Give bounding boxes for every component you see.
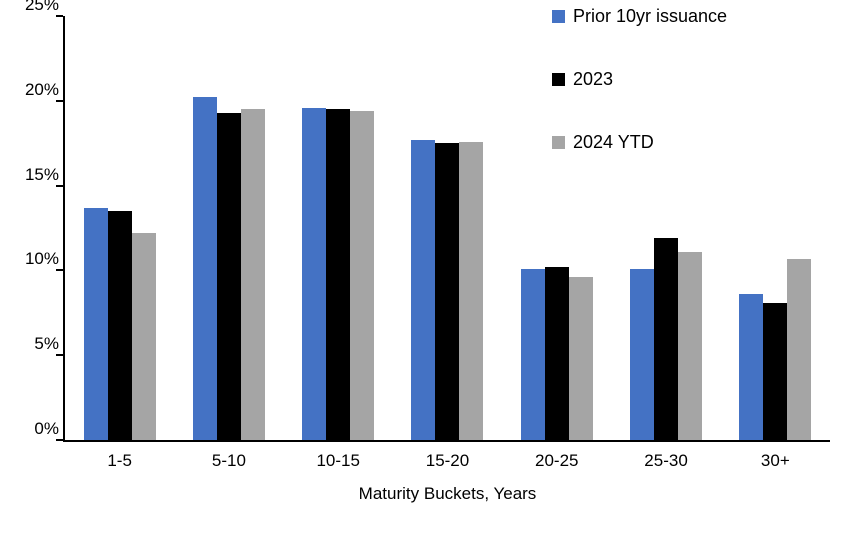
- y-tick-label: 20%: [24, 79, 59, 99]
- legend-item-2023: 2023: [552, 69, 727, 90]
- bar-group-15-20: [393, 16, 502, 440]
- bar-2023-10-15: [326, 109, 351, 440]
- x-label-1-5: 1-5: [107, 451, 132, 470]
- x-axis-title: Maturity Buckets, Years: [358, 484, 537, 503]
- legend-label: 2023: [573, 69, 614, 89]
- bars-container: [65, 16, 830, 440]
- y-tick-label: 5%: [34, 334, 59, 354]
- bar-group-30+: [721, 16, 830, 440]
- bar-prior-10yr-issuance-1-5: [83, 207, 108, 440]
- bar-2024-ytd-25-30: [678, 251, 703, 440]
- bar-2023-30+: [763, 302, 788, 440]
- bar-prior-10yr-issuance-5-10: [192, 97, 217, 440]
- chart-legend: Prior 10yr issuance 2023 2024 YTD: [552, 6, 727, 153]
- bar-2024-ytd-1-5: [131, 233, 156, 440]
- legend-swatch-icon: [552, 10, 565, 23]
- legend-item-2024-ytd: 2024 YTD: [552, 132, 727, 153]
- y-tick-mark: [56, 184, 63, 187]
- x-label-5-10: 5-10: [211, 451, 246, 470]
- x-axis-line: [63, 440, 830, 442]
- bar-group-10-15: [284, 16, 393, 440]
- bar-2024-ytd-15-20: [459, 141, 484, 440]
- bar-prior-10yr-issuance-15-20: [411, 139, 436, 440]
- y-tick-label: 15%: [24, 164, 59, 184]
- bar-group-20-25: [502, 16, 611, 440]
- bar-prior-10yr-issuance-25-30: [630, 268, 655, 440]
- bar-2023-15-20: [435, 143, 460, 440]
- x-label-10-15: 10-15: [316, 451, 360, 470]
- y-tick-label: 10%: [24, 249, 59, 269]
- y-tick-mark: [56, 439, 63, 441]
- plot-area: 0% 5% 10% 15% 20% 25%: [25, 0, 830, 442]
- bar-2023-1-5: [107, 211, 132, 440]
- legend-item-prior-10yr-issuance: Prior 10yr issuance: [552, 6, 727, 27]
- bar-2024-ytd-10-15: [350, 110, 375, 440]
- x-label-30+: 30+: [760, 451, 790, 470]
- bar-2023-20-25: [544, 267, 569, 440]
- bar-2023-25-30: [654, 238, 679, 440]
- x-label-20-25: 20-25: [535, 451, 579, 470]
- bar-group-25-30: [611, 16, 720, 440]
- y-tick-mark: [56, 269, 63, 272]
- bar-2024-ytd-20-25: [568, 277, 593, 440]
- bar-2023-5-10: [216, 112, 241, 440]
- bar-group-1-5: [65, 16, 174, 440]
- x-axis-labels: 1-5 5-10 10-15 15-20 20-25 25-30 30+: [65, 451, 830, 471]
- y-tick-mark: [56, 15, 63, 17]
- y-tick-mark: [56, 354, 63, 357]
- legend-label: Prior 10yr issuance: [573, 6, 728, 26]
- x-label-15-20: 15-20: [425, 451, 470, 470]
- legend-swatch-icon: [552, 73, 565, 86]
- bar-group-5-10: [174, 16, 283, 440]
- x-label-25-30: 25-30: [644, 451, 688, 470]
- y-tick-label: 0%: [34, 419, 59, 438]
- bar-prior-10yr-issuance-20-25: [520, 268, 545, 440]
- legend-swatch-icon: [552, 136, 565, 149]
- bar-prior-10yr-issuance-30+: [739, 294, 764, 440]
- bar-prior-10yr-issuance-10-15: [302, 107, 327, 440]
- bar-2024-ytd-30+: [787, 258, 812, 440]
- y-axis-line: [63, 16, 65, 442]
- y-tick-label: 25%: [24, 0, 59, 14]
- y-tick-mark: [56, 99, 63, 102]
- legend-label: 2024 YTD: [573, 132, 654, 152]
- bar-2024-ytd-5-10: [240, 109, 265, 440]
